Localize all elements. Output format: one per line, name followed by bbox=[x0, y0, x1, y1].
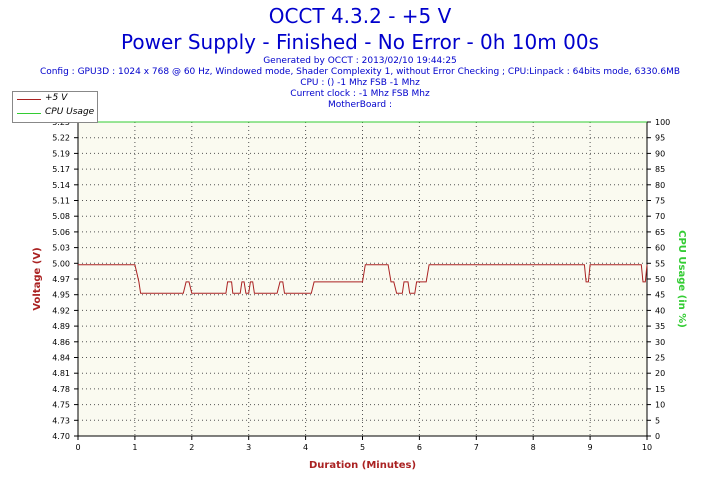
y-tick-label: 4.95 bbox=[52, 291, 70, 300]
y-tick-label: 5.14 bbox=[52, 181, 70, 190]
x-tick-label: 6 bbox=[417, 443, 422, 452]
y-tick-label: 5.19 bbox=[52, 149, 70, 158]
y2-tick-label: 20 bbox=[655, 369, 665, 378]
y-tick-label: 4.73 bbox=[52, 416, 70, 425]
y2-tick-label: 90 bbox=[655, 149, 665, 158]
series-line-voltage bbox=[78, 264, 648, 294]
x-tick-label: 8 bbox=[531, 443, 536, 452]
y-axis-label: Voltage (V) bbox=[32, 247, 43, 310]
chart-subtitle: Power Supply - Finished - No Error - 0h … bbox=[121, 30, 599, 54]
y-tick-label: 5.06 bbox=[52, 228, 70, 237]
legend-item-voltage: +5 V bbox=[13, 92, 97, 106]
y-tick-label: 5.22 bbox=[52, 134, 70, 143]
y-tick-label: 4.75 bbox=[52, 401, 70, 410]
y2-tick-label: 85 bbox=[655, 165, 665, 174]
legend-label-cpu: CPU Usage bbox=[45, 107, 95, 117]
y-tick-label: 5.11 bbox=[52, 197, 70, 206]
y-tick-label: 5.00 bbox=[52, 259, 70, 268]
x-tick-label: 7 bbox=[474, 443, 479, 452]
y2-tick-label: 70 bbox=[655, 212, 665, 221]
info-generated: Generated by OCCT : 2013/02/10 19:44:25 bbox=[263, 56, 457, 66]
info-clock: Current clock : -1 Mhz FSB Mhz bbox=[290, 89, 430, 99]
y2-tick-label: 30 bbox=[655, 338, 665, 347]
info-cpu: CPU : () -1 Mhz FSB -1 Mhz bbox=[300, 78, 420, 88]
y-tick-label: 5.17 bbox=[52, 165, 70, 174]
y2-tick-label: 65 bbox=[655, 228, 665, 237]
x-tick-label: 10 bbox=[642, 443, 652, 452]
info-config: Config : GPU3D : 1024 x 768 @ 60 Hz, Win… bbox=[39, 67, 681, 77]
y2-tick-label: 60 bbox=[655, 244, 665, 253]
y2-tick-label: 75 bbox=[655, 197, 665, 206]
legend-swatch-cpu bbox=[17, 113, 41, 114]
y2-tick-label: 95 bbox=[655, 134, 665, 143]
y2-tick-label: 10 bbox=[655, 401, 665, 410]
y-tick-label: 4.86 bbox=[52, 338, 70, 347]
y2-tick-label: 0 bbox=[655, 432, 660, 441]
x-axis-label: Duration (Minutes) bbox=[309, 460, 416, 471]
y2-tick-label: 80 bbox=[655, 181, 665, 190]
y-tick-label: 5.08 bbox=[52, 212, 70, 221]
legend-swatch-voltage bbox=[17, 99, 41, 100]
y2-tick-label: 35 bbox=[655, 322, 665, 331]
x-tick-label: 3 bbox=[246, 443, 251, 452]
y-tick-label: 5.03 bbox=[52, 244, 70, 253]
x-tick-label: 1 bbox=[132, 443, 137, 452]
y-tick-label: 4.78 bbox=[52, 385, 70, 394]
info-motherboard: MotherBoard : bbox=[327, 100, 393, 110]
y2-axis-label: CPU Usage (in %) bbox=[676, 230, 687, 328]
y-tick-label: 4.92 bbox=[52, 306, 70, 315]
y2-tick-label: 100 bbox=[655, 118, 670, 127]
legend-item-cpu: CPU Usage bbox=[13, 106, 97, 120]
y2-tick-label: 45 bbox=[655, 291, 665, 300]
x-tick-label: 4 bbox=[303, 443, 308, 452]
y2-tick-label: 50 bbox=[655, 275, 665, 284]
x-tick-label: 9 bbox=[588, 443, 593, 452]
x-tick-label: 0 bbox=[75, 443, 80, 452]
y-tick-label: 4.81 bbox=[52, 369, 70, 378]
y-tick-label: 4.84 bbox=[52, 354, 70, 363]
chart-title: OCCT 4.3.2 - +5 V bbox=[268, 4, 452, 28]
legend: +5 V CPU Usage bbox=[12, 91, 98, 123]
y2-tick-label: 40 bbox=[655, 306, 665, 315]
y-tick-label: 4.97 bbox=[52, 275, 70, 284]
x-tick-label: 2 bbox=[189, 443, 194, 452]
y2-tick-label: 5 bbox=[655, 416, 660, 425]
y-tick-label: 4.70 bbox=[52, 432, 70, 441]
y2-tick-label: 15 bbox=[655, 385, 665, 394]
x-tick-label: 5 bbox=[360, 443, 365, 452]
y-tick-label: 4.89 bbox=[52, 322, 70, 331]
y2-tick-label: 25 bbox=[655, 354, 665, 363]
legend-label-voltage: +5 V bbox=[45, 93, 68, 103]
y2-tick-label: 55 bbox=[655, 259, 665, 268]
